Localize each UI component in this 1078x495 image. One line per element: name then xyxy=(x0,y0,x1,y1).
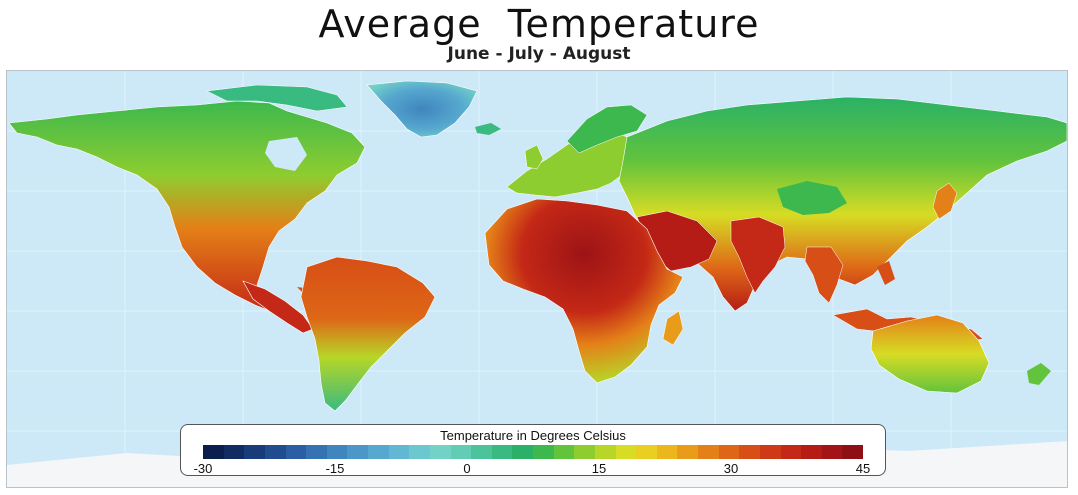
legend-swatch xyxy=(347,445,368,459)
british-isles xyxy=(524,144,544,170)
hudson-bay xyxy=(265,137,307,171)
legend-swatch xyxy=(223,445,245,459)
southeast-asia xyxy=(804,246,844,304)
legend-swatch xyxy=(739,445,760,459)
temperature-legend: Temperature in Degrees Celsius -30 -15 0… xyxy=(180,424,886,476)
legend-swatch xyxy=(512,445,533,459)
color-scale-bar xyxy=(203,445,863,459)
legend-swatch xyxy=(842,445,863,459)
south-america xyxy=(300,256,436,412)
philippines xyxy=(877,261,895,285)
legend-swatch xyxy=(821,445,843,459)
madagascar xyxy=(662,310,684,346)
legend-swatch xyxy=(677,445,698,459)
arctic-islands xyxy=(206,84,348,112)
australia xyxy=(870,314,990,394)
legend-swatch xyxy=(203,445,224,459)
legend-tick: 30 xyxy=(723,461,739,476)
india xyxy=(730,216,786,294)
new-zealand xyxy=(1027,363,1051,385)
africa xyxy=(484,198,684,384)
legend-swatch xyxy=(471,445,492,459)
legend-swatch xyxy=(780,445,802,459)
japan xyxy=(932,182,958,220)
legend-swatch xyxy=(388,445,410,459)
legend-swatch xyxy=(656,445,678,459)
legend-swatch xyxy=(698,445,719,459)
legend-tick: -30 xyxy=(193,461,213,476)
legend-swatch xyxy=(574,445,595,459)
legend-title: Temperature in Degrees Celsius xyxy=(440,428,626,443)
legend-tick: 15 xyxy=(591,461,607,476)
legend-swatch xyxy=(409,445,430,459)
legend-swatch xyxy=(594,445,616,459)
legend-swatch xyxy=(636,445,657,459)
iceland xyxy=(475,123,501,135)
legend-swatch xyxy=(429,445,451,459)
legend-tick: 45 xyxy=(855,461,871,476)
legend-swatch xyxy=(244,445,265,459)
legend-swatch xyxy=(759,445,781,459)
central-america xyxy=(242,280,314,334)
legend-swatch xyxy=(615,445,637,459)
legend-swatch xyxy=(264,445,286,459)
legend-swatch xyxy=(450,445,472,459)
legend-swatch xyxy=(306,445,327,459)
legend-tick: -15 xyxy=(325,461,345,476)
legend-swatch xyxy=(285,445,307,459)
legend-swatch xyxy=(533,445,554,459)
legend-swatch xyxy=(368,445,389,459)
legend-swatch xyxy=(718,445,740,459)
map-title: Average Temperature xyxy=(318,2,760,46)
legend-swatch xyxy=(801,445,822,459)
greenland xyxy=(366,80,478,138)
tibetan-plateau xyxy=(777,181,847,215)
map-subtitle: June - July - August xyxy=(447,44,631,64)
legend-swatch xyxy=(553,445,575,459)
legend-swatch xyxy=(326,445,348,459)
legend-tick: 0 xyxy=(463,461,471,476)
scandinavia xyxy=(566,104,648,154)
legend-swatch xyxy=(491,445,513,459)
